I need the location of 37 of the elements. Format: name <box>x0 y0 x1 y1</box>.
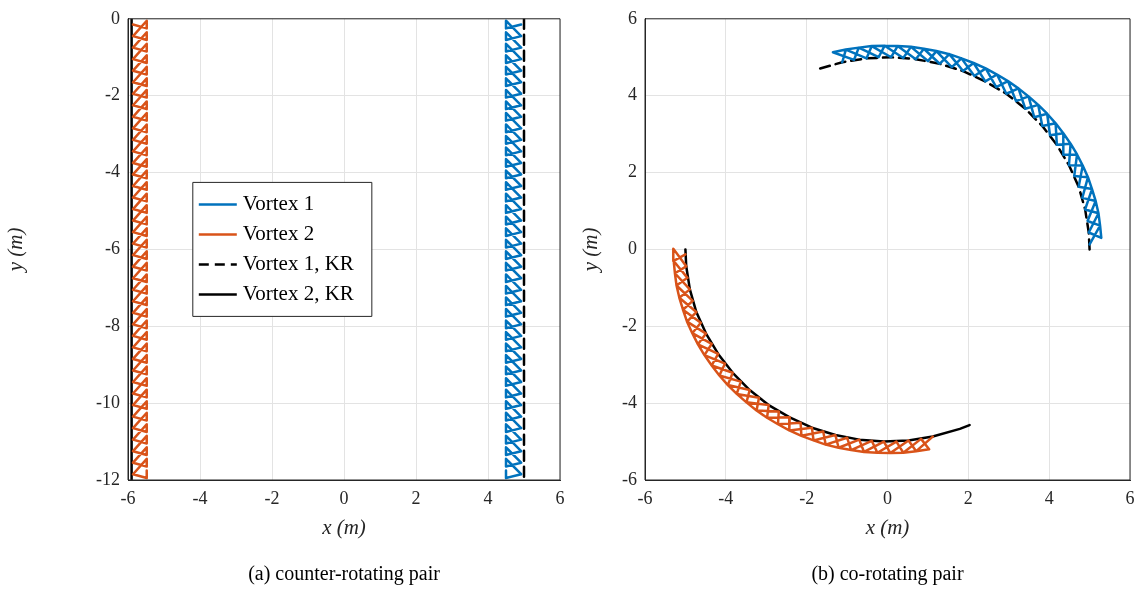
y-tick-label: -2 <box>105 84 120 105</box>
y-tick-label: 0 <box>111 7 120 28</box>
x-tick-label: -6 <box>120 487 136 508</box>
x-tick-label: -2 <box>264 487 280 508</box>
y-tick-label: -4 <box>622 391 637 412</box>
legend-label: Vortex 2 <box>242 220 315 245</box>
x-tick-label: 0 <box>339 487 349 508</box>
y-tick-label: -12 <box>96 468 120 489</box>
x-tick-label: 6 <box>555 487 565 508</box>
x-tick-label: -2 <box>799 487 815 508</box>
y-tick-label: -4 <box>105 161 120 182</box>
x-tick-label: 2 <box>411 487 421 508</box>
x-tick-label: 4 <box>483 487 493 508</box>
y-tick-label: -6 <box>622 468 637 489</box>
legend-label: Vortex 1 <box>242 190 315 215</box>
x-axis-title: x (m) <box>864 514 910 539</box>
x-tick-label: 0 <box>883 487 892 508</box>
y-tick-label: 0 <box>628 238 637 259</box>
y-tick-label: -8 <box>105 315 120 335</box>
y-tick-label: -10 <box>96 391 120 412</box>
text: (a) counter-rotating pair <box>247 562 441 585</box>
x-tick-label: 4 <box>1044 487 1054 508</box>
y-axis-title: y (m) <box>3 227 28 274</box>
legend-label: Vortex 1, KR <box>242 250 354 275</box>
x-tick-label: 2 <box>963 487 973 508</box>
x-tick-label: -4 <box>718 487 734 508</box>
x-tick-label: -4 <box>192 487 208 508</box>
y-tick-label: -2 <box>622 315 637 335</box>
y-axis-title: y (m) <box>578 227 603 274</box>
legend-label: Vortex 2, KR <box>242 280 354 305</box>
y-tick-label: 2 <box>628 161 637 182</box>
y-tick-label: 4 <box>628 84 637 105</box>
y-tick-label: -6 <box>105 238 120 259</box>
text: (b) co-rotating pair <box>810 562 965 585</box>
x-tick-label: 6 <box>1125 487 1135 508</box>
y-tick-label: 6 <box>628 7 637 28</box>
x-axis-title: x (m) <box>321 514 366 539</box>
